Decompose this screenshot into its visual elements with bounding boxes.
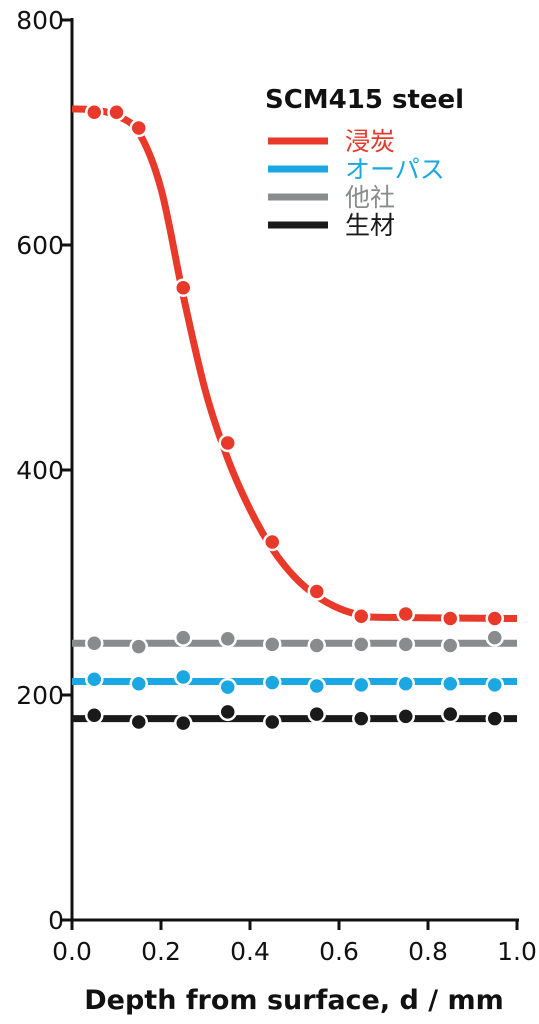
data-point — [441, 609, 460, 628]
x-tick-label: 0.2 — [141, 937, 181, 966]
x-tick-label: 0.6 — [319, 937, 359, 966]
data-point — [307, 676, 326, 696]
data-point — [396, 707, 415, 726]
legend-label: 生材 — [345, 211, 395, 240]
x-axis-title: Depth from surface, d / mm — [84, 985, 504, 1016]
x-tick-label: 0.4 — [230, 937, 270, 966]
legend-label: オーパス — [345, 155, 445, 184]
data-point — [485, 675, 504, 695]
data-point — [107, 103, 126, 122]
data-point — [263, 712, 282, 732]
data-point — [307, 704, 326, 724]
data-point — [263, 635, 282, 654]
y-tick-label: 800 — [16, 6, 64, 35]
y-tick-label: 0 — [48, 906, 64, 935]
data-point — [85, 103, 104, 122]
data-point — [218, 677, 237, 697]
data-point — [352, 709, 371, 728]
data-point — [307, 582, 326, 601]
data-point — [396, 635, 415, 654]
data-point — [396, 674, 415, 693]
data-point — [129, 118, 148, 138]
series-raw — [72, 702, 517, 733]
series-competitor — [72, 628, 517, 656]
data-point — [441, 704, 460, 724]
data-point — [129, 674, 148, 693]
x-tick-label: 0.8 — [408, 937, 448, 966]
data-point — [485, 609, 504, 628]
data-point — [129, 712, 148, 732]
y-tick-label: 200 — [16, 681, 64, 710]
x-tick-label: 1.0 — [497, 937, 537, 966]
ticks: 0 200 400 600 800 0.0 0.2 0.4 0.6 0.8 1.0 — [16, 6, 537, 966]
series-layer — [71, 103, 518, 733]
data-point — [174, 628, 193, 647]
data-point — [485, 628, 504, 647]
series-carburized — [71, 103, 518, 628]
data-point — [485, 709, 504, 728]
series-opus — [72, 667, 517, 697]
axes — [70, 18, 519, 922]
x-tick-label: 0.0 — [52, 937, 92, 966]
data-point — [218, 702, 237, 722]
legend-title: SCM415 steel — [265, 85, 464, 115]
data-point — [85, 634, 104, 653]
data-point — [352, 635, 371, 654]
data-point — [263, 673, 282, 692]
data-point — [218, 629, 237, 648]
data-point — [174, 713, 193, 733]
data-point — [352, 607, 371, 626]
data-point — [441, 674, 460, 693]
data-point — [174, 278, 193, 297]
data-point — [352, 675, 371, 695]
data-point — [218, 433, 237, 453]
data-point — [129, 637, 148, 656]
y-tick-label: 400 — [16, 456, 64, 485]
data-point — [263, 532, 282, 552]
series-line — [71, 105, 518, 622]
legend-label: 浸炭 — [345, 127, 395, 156]
legend-label: 他社 — [345, 183, 395, 212]
data-point — [85, 670, 104, 689]
data-point — [174, 667, 193, 687]
y-tick-label: 600 — [16, 231, 64, 260]
data-point — [396, 604, 415, 624]
data-point — [85, 706, 104, 725]
data-point — [307, 636, 326, 655]
data-point — [441, 636, 460, 655]
